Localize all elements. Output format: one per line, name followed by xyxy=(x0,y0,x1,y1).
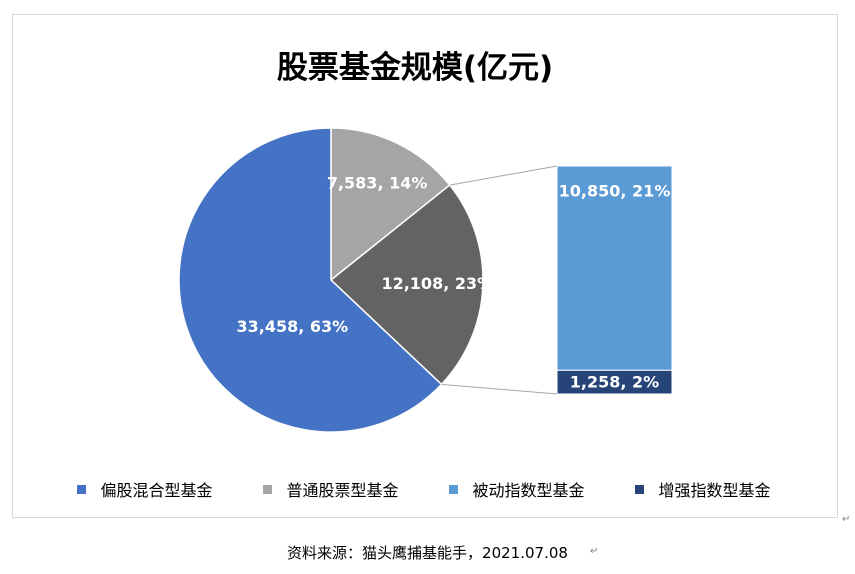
return-mark-icon: ↵ xyxy=(842,514,851,525)
data-label: 10,850, 21% xyxy=(559,182,671,201)
legend-item: 被动指数型基金 xyxy=(449,477,585,501)
pie-slice xyxy=(329,184,484,386)
data-label: 1,258, 2% xyxy=(570,373,659,392)
data-label: 7,583, 14% xyxy=(327,174,428,193)
legend-label: 普通股票型基金 xyxy=(286,481,399,500)
pie-slice xyxy=(178,127,443,433)
legend-item: 偏股混合型基金 xyxy=(77,477,213,501)
legend: 偏股混合型基金 普通股票型基金 被动指数型基金 增强指数型基金 xyxy=(52,472,796,506)
legend-item: 增强指数型基金 xyxy=(635,477,771,501)
legend-swatch xyxy=(635,484,645,494)
breakout-segment xyxy=(556,165,673,371)
data-label: 12,108, 23% xyxy=(381,274,493,293)
legend-item: 普通股票型基金 xyxy=(263,477,399,501)
data-label: 33,458, 63% xyxy=(237,317,349,336)
legend-label: 偏股混合型基金 xyxy=(100,481,213,500)
pie-slice xyxy=(330,127,451,282)
legend-swatch xyxy=(77,484,87,494)
legend-label: 增强指数型基金 xyxy=(658,481,771,500)
legend-label: 被动指数型基金 xyxy=(472,481,585,500)
connector-line xyxy=(449,165,558,186)
return-mark-icon: ↵ xyxy=(590,546,599,557)
connector-line xyxy=(441,383,558,395)
legend-swatch xyxy=(263,484,273,494)
legend-swatch xyxy=(449,484,459,494)
chart-title: 股票基金规模(亿元) xyxy=(276,50,554,86)
source-note: 资料来源：猫头鹰捕基能手，2021.07.08 xyxy=(287,544,568,562)
breakout-segment xyxy=(556,369,673,395)
